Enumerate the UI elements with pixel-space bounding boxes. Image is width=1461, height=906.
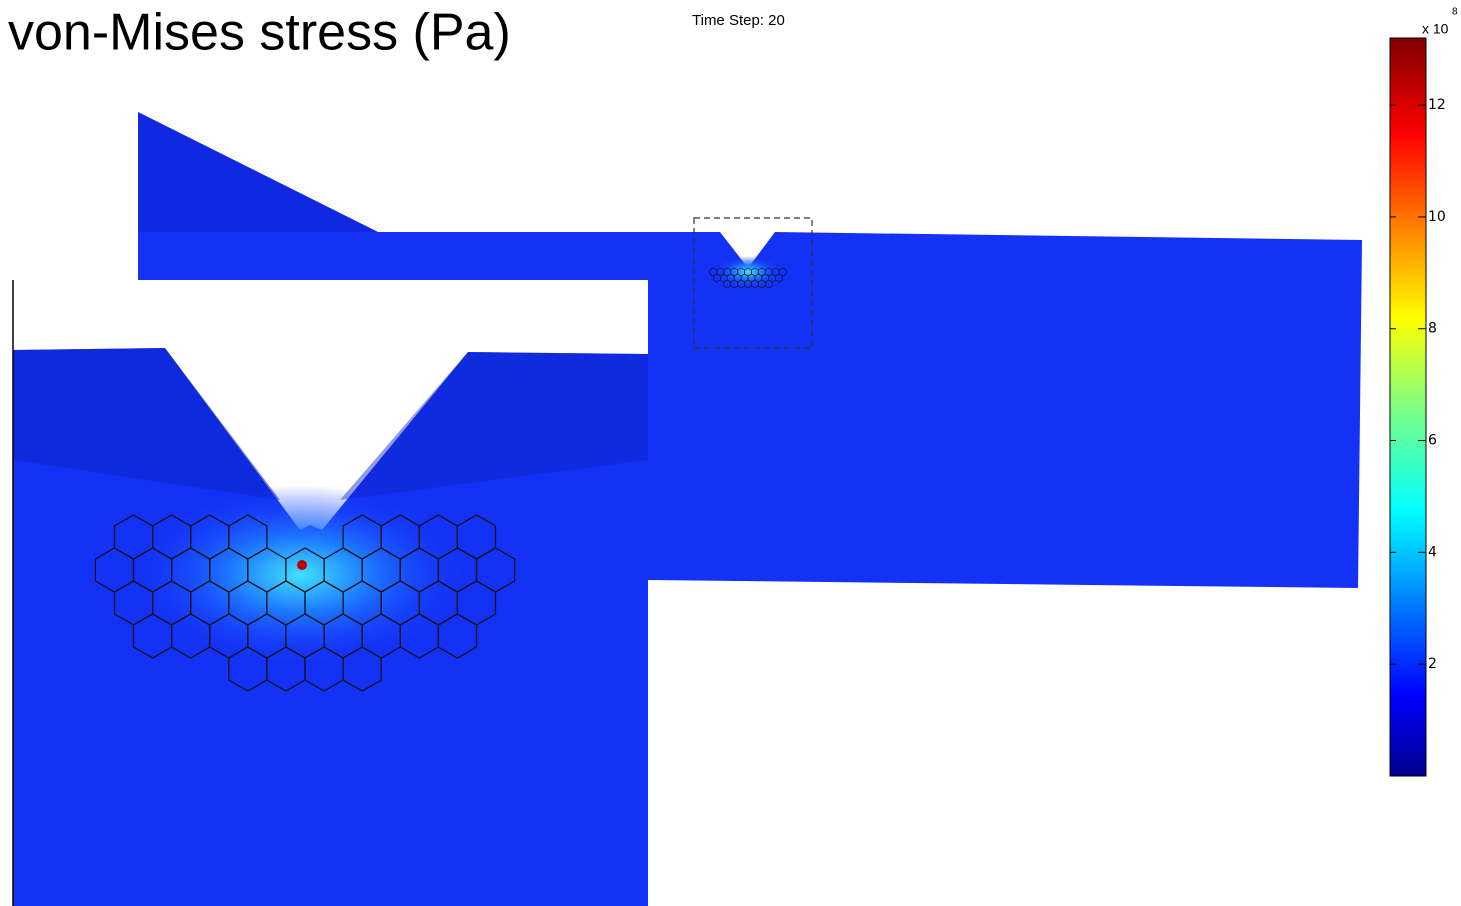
mesh-cell — [437, 613, 478, 659]
shade — [13, 348, 280, 500]
title: von-Mises stress (Pa) — [8, 4, 511, 62]
colorbar-tick-label: 4 — [1428, 544, 1437, 560]
hot-zone — [714, 256, 782, 288]
colorbar-tick-label: 10 — [1428, 209, 1446, 225]
mesh — [94, 514, 516, 692]
colorbar-tick-label: 6 — [1428, 433, 1437, 449]
mesh-cell — [342, 646, 382, 692]
colorbar-exponent: 8 — [1452, 7, 1458, 18]
hot-spot — [297, 560, 307, 570]
colorbar-tick-label: 8 — [1428, 321, 1437, 337]
colorbar-tick-label: 12 — [1428, 97, 1446, 113]
time-step: Time Step: 20 — [692, 12, 785, 29]
mesh-cell — [775, 273, 783, 283]
shade — [340, 352, 648, 500]
mesh-cell — [764, 279, 773, 289]
colorbar — [1389, 37, 1427, 777]
specimen — [138, 112, 1362, 588]
hot-zone — [130, 485, 470, 665]
zoom-box — [693, 217, 813, 349]
colorbar-tick-label: 2 — [1428, 656, 1437, 672]
colorbar-multiplier: x 10 — [1422, 21, 1449, 37]
shade — [138, 112, 378, 232]
mesh — [709, 267, 787, 289]
